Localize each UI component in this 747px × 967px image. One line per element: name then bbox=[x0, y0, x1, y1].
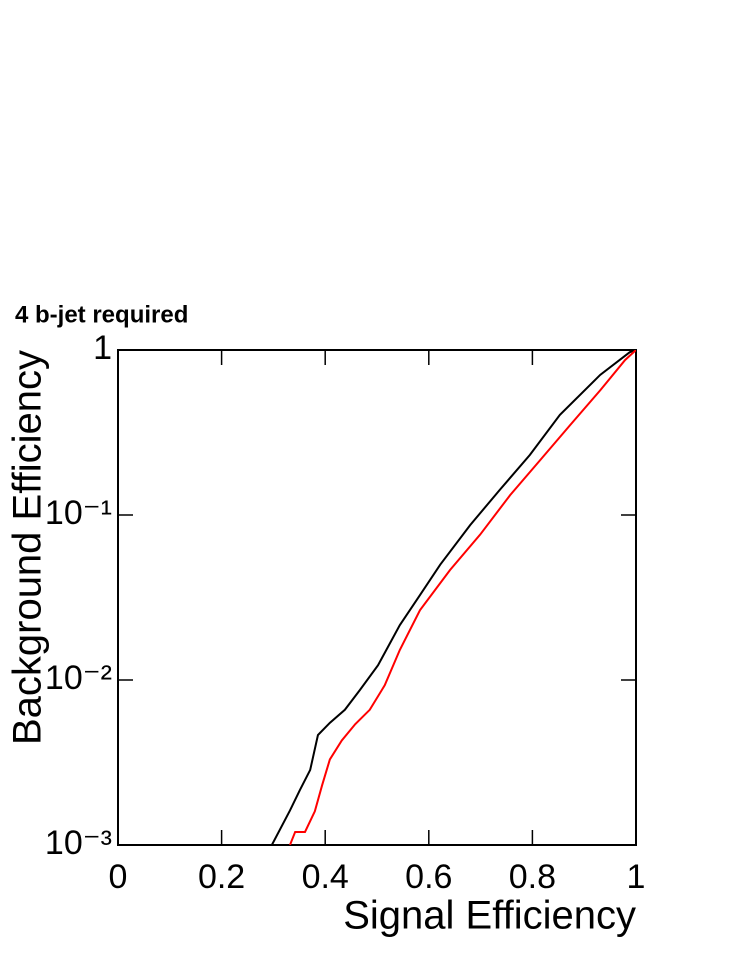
x-tick-label: 0.6 bbox=[405, 858, 452, 896]
x-axis-label: Signal Efficiency bbox=[343, 894, 636, 938]
x-tick-label: 0 bbox=[109, 858, 128, 896]
x-tick-label: 1 bbox=[627, 858, 646, 896]
roc-curve bbox=[289, 350, 636, 845]
y-axis-label: Background Efficiency bbox=[6, 350, 50, 745]
chart-title: 4 b-jet required bbox=[15, 301, 188, 328]
y-tick-label: 10⁻² bbox=[45, 659, 112, 697]
roc-curve bbox=[270, 350, 636, 845]
x-tick-label: 0.2 bbox=[198, 858, 245, 896]
y-tick-label: 10⁻³ bbox=[45, 824, 112, 862]
plot-frame bbox=[117, 349, 637, 846]
x-tick-label: 0.8 bbox=[509, 858, 556, 896]
x-tick-label: 0.4 bbox=[302, 858, 349, 896]
y-tick-label: 1 bbox=[93, 329, 112, 367]
y-tick-label: 10⁻¹ bbox=[45, 494, 112, 532]
